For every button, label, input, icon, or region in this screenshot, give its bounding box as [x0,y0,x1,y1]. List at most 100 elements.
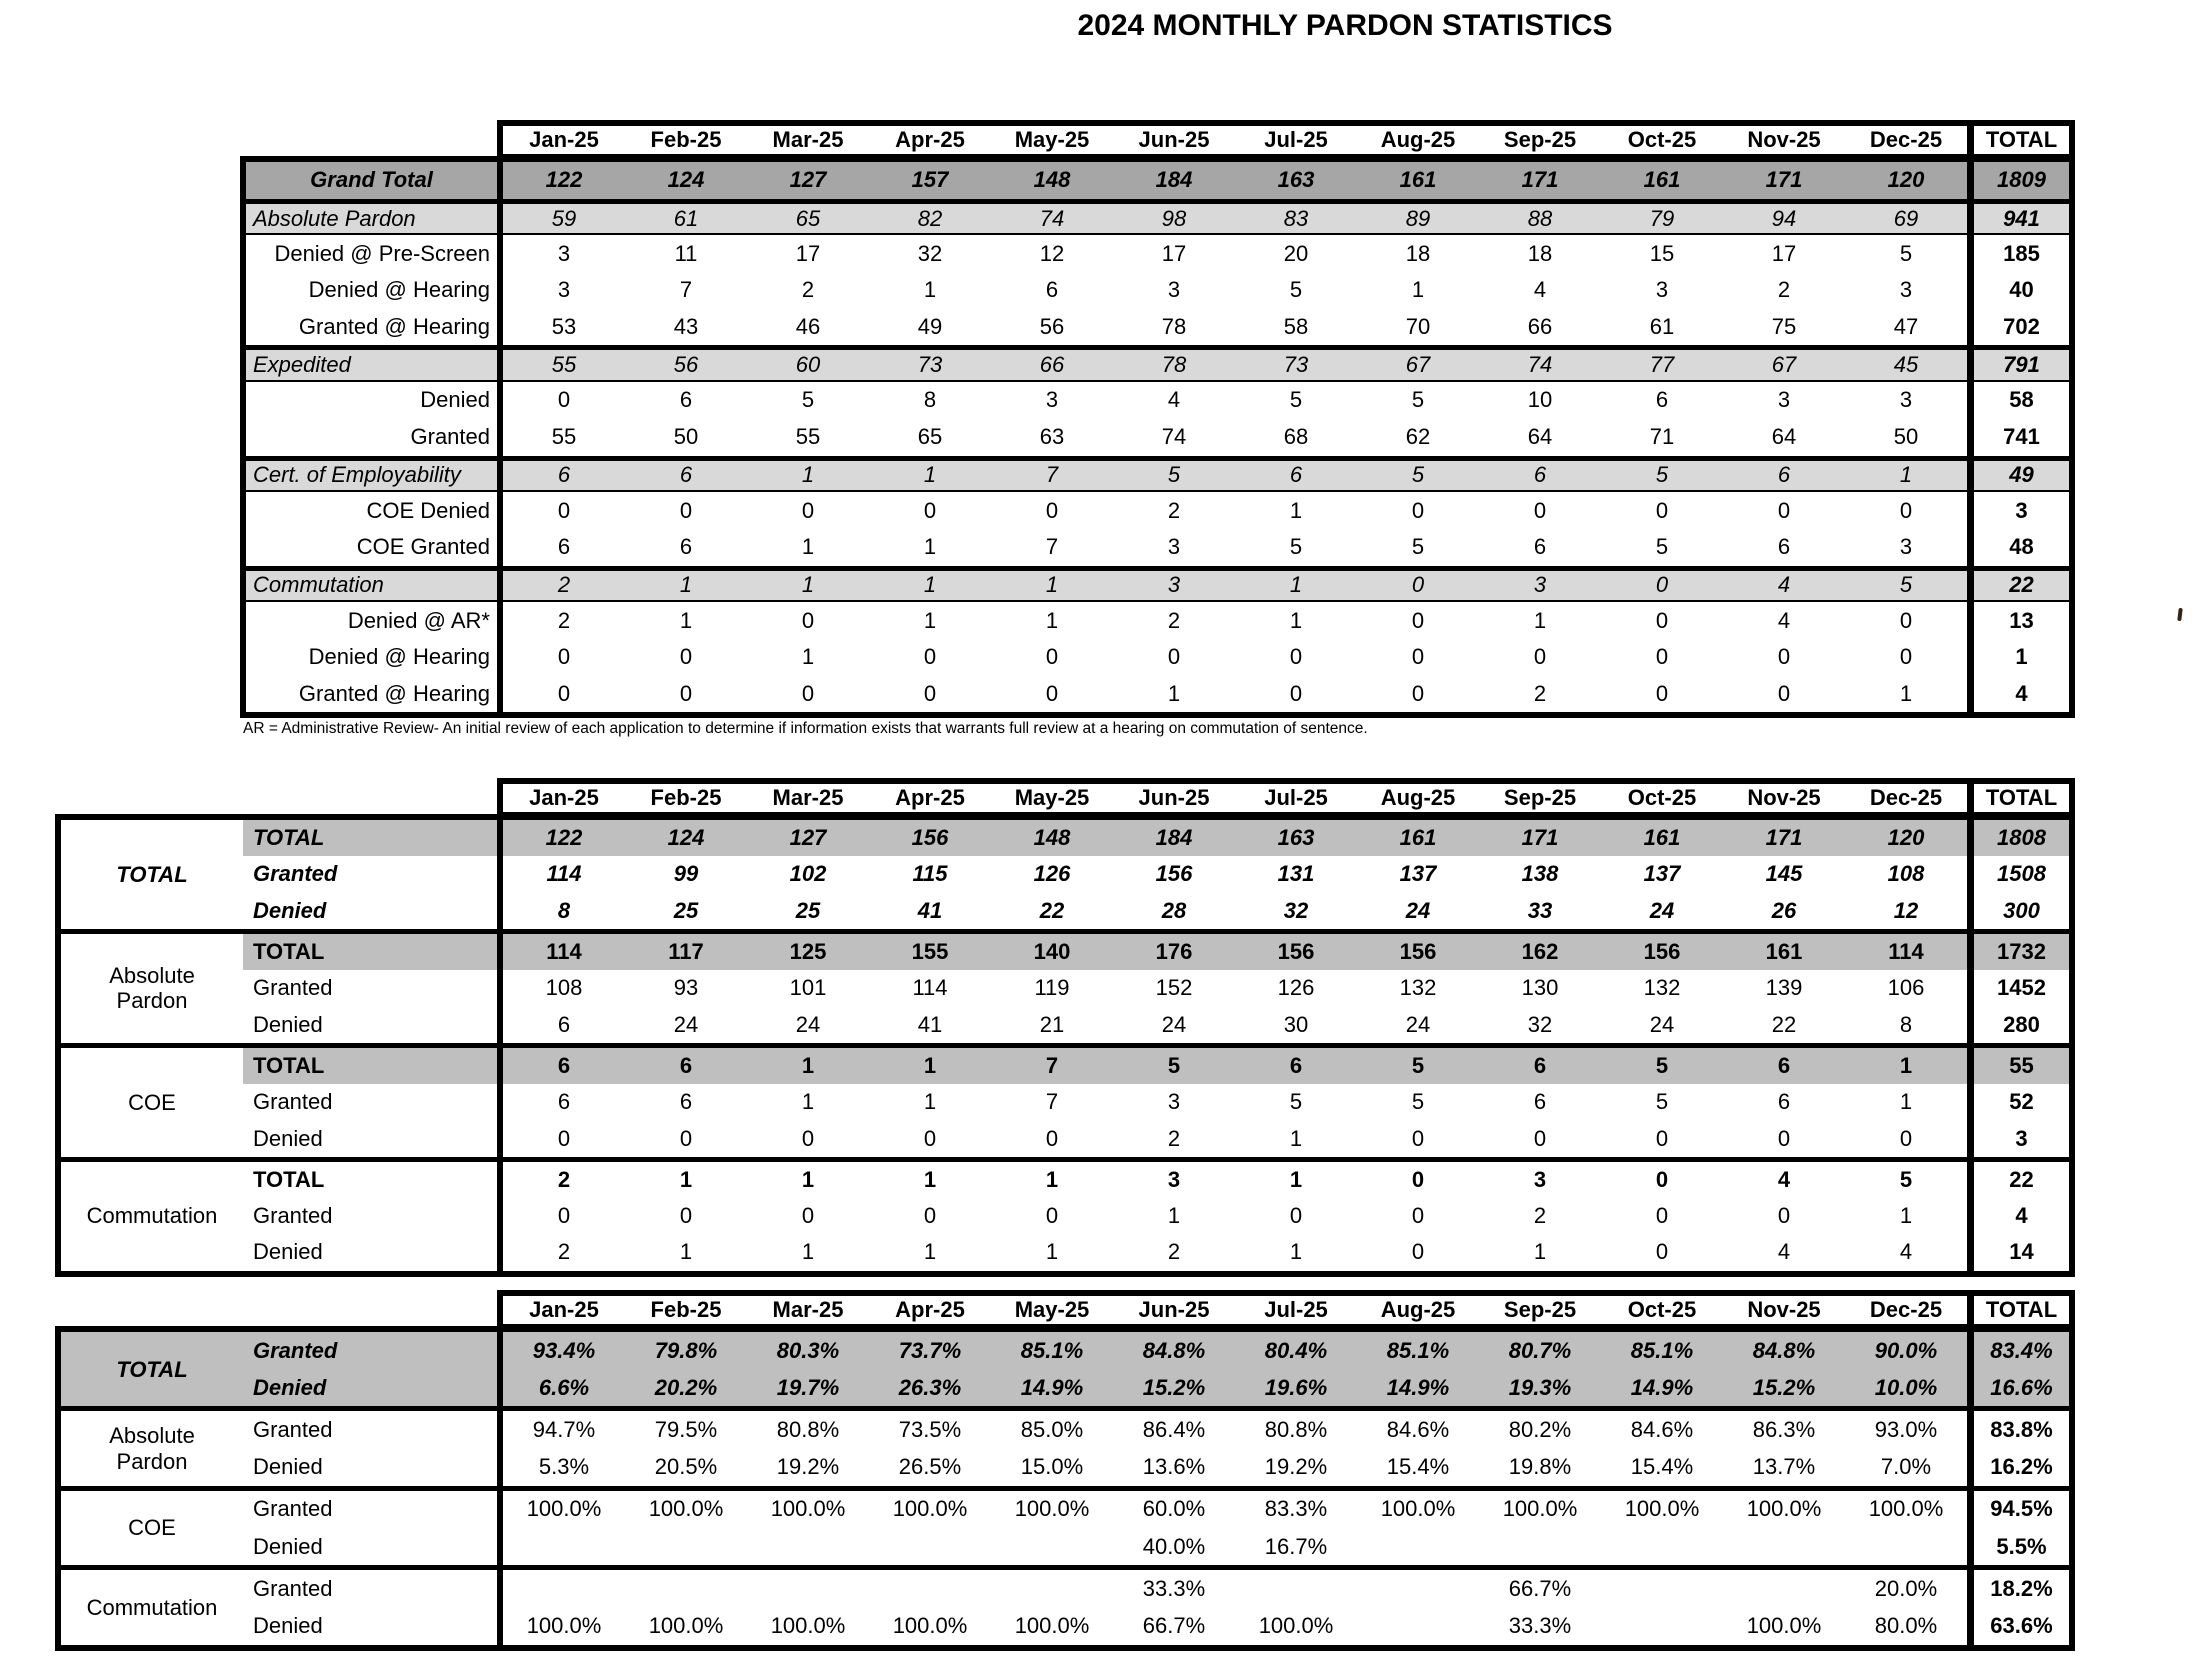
month-value: 40.0% [1142,1533,1206,1559]
month-value: 5 [1289,1089,1303,1115]
month-value: 127 [747,820,869,857]
month-header: Aug-25 [1380,1297,1456,1322]
month-value: 148 [991,820,1113,857]
month-header: Feb-25 [650,785,722,810]
month-value: 0 [1777,1125,1791,1151]
month-header: Sep-25 [1503,785,1577,810]
month-value: 4 [1777,607,1791,633]
month-value: 0 [1411,1203,1425,1229]
table-row: Cert. of Employability 6 6 1 1 7 5 6 5 6 5 6 1 49 [246,455,2069,493]
month-value: 0 [1655,680,1669,706]
month-value: 22 [1039,897,1065,923]
table-row: Expedited 55 56 60 73 66 78 73 67 74 77 67 45 791 [246,345,2069,383]
month-value: 156 [1357,933,1479,971]
month-value: 6.6% [503,1369,625,1407]
month-value: 4 [1533,277,1547,303]
month-value: 6 [1777,534,1791,560]
month-header: Oct-25 [1627,785,1697,810]
group-label: TOTAL [61,820,243,929]
month-value: 5 [1167,462,1181,488]
month-value: 0 [1045,644,1059,670]
month-value: 0 [1289,680,1303,706]
month-value: 18 [1527,240,1553,266]
month-value [1723,1528,1845,1565]
month-value: 1 [1289,497,1303,523]
total-value: 55 [1967,1047,2069,1085]
month-header: Feb-25 [650,127,722,152]
month-header: Mar-25 [772,785,844,810]
month-value: 0 [679,1203,693,1229]
month-value: 161 [1399,167,1437,193]
row-label: Granted @ Hearing [246,675,503,713]
month-value: 1 [1533,607,1547,633]
month-value: 4 [1167,387,1181,413]
month-header: Sep-25 [1503,127,1577,152]
month-value: 0 [923,644,937,670]
month-value: 19.8% [1508,1454,1572,1480]
month-value: 163 [1235,820,1357,857]
month-value: 5 [1411,387,1425,413]
month-value: 0 [1533,497,1547,523]
group-label-line: COE [128,1515,176,1541]
month-value: 93.4% [503,1332,625,1370]
month-header-row: Jan-25 Feb-25 Mar-25 Apr-25 May-25 Jun-25 Jul-… [497,1290,2075,1330]
month-value: 33.3% [1508,1612,1572,1638]
month-value: 3 [557,240,571,266]
month-value [625,1570,747,1607]
month-value: 1 [1045,1239,1059,1265]
table-row: Absolute Pardon 59 61 65 82 74 98 83 89 88 79 94 69 9… [246,198,2069,236]
month-value: 56 [673,352,699,378]
month-value: 4 [1899,1239,1913,1265]
month-value: 100.0% [892,1496,968,1522]
month-value [869,1570,991,1607]
month-value: 28 [1161,897,1187,923]
month-value: 70 [1405,314,1431,340]
row-label: Granted [243,1197,503,1235]
month-value: 0 [1289,1203,1303,1229]
month-value: 100.0% [526,1496,602,1522]
row-label: Denied [243,1006,503,1043]
group-label: Absolute Pardon [61,934,243,1043]
total-value: 83.4% [1967,1332,2069,1370]
month-value: 19.6% [1235,1369,1357,1407]
group-label-line: TOTAL [116,861,188,887]
month-value: 25 [673,897,699,923]
month-value: 5 [1289,534,1303,560]
month-value: 0 [1411,1125,1425,1151]
total-value: 300 [1967,892,2069,929]
month-value: 20 [1283,240,1309,266]
month-value: 24 [1649,1011,1675,1037]
month-value [1479,1528,1601,1565]
month-value: 108 [1887,861,1925,887]
month-value: 0 [557,497,571,523]
total-value: 13 [1967,602,2069,639]
month-value: 100.0% [526,1612,602,1638]
month-value: 0 [1411,572,1425,598]
group-label: Commutation [61,1570,243,1644]
table-row: Grand Total 122 124 127 157 148 184 163 161 171 16… [246,162,2069,199]
month-value: 1 [923,277,937,303]
month-header: Jan-25 [529,1297,599,1322]
total-value: 1508 [1967,856,2069,893]
month-value: 79.5% [654,1416,718,1442]
month-value: 1 [923,1166,937,1192]
month-value: 156 [1235,933,1357,971]
month-value [1601,1607,1723,1644]
month-value: 3 [1167,572,1181,598]
row-label: Granted [243,1490,503,1528]
month-value: 3 [1899,534,1913,560]
row-label: Granted @ Hearing [246,308,503,346]
month-value: 60 [795,352,821,378]
group-label: COE [61,1048,243,1157]
month-value: 24 [1405,897,1431,923]
month-value: 8 [557,897,571,923]
total-value: 58 [1967,382,2069,419]
month-value: 86.4% [1142,1416,1206,1442]
month-value: 6 [625,1047,747,1085]
row-label: TOTAL [243,933,503,971]
month-value: 8 [923,387,937,413]
month-header: May-25 [1014,1297,1090,1322]
month-value [1601,1570,1723,1607]
stray-mark [2177,607,2183,622]
row-label: Denied [246,382,503,419]
